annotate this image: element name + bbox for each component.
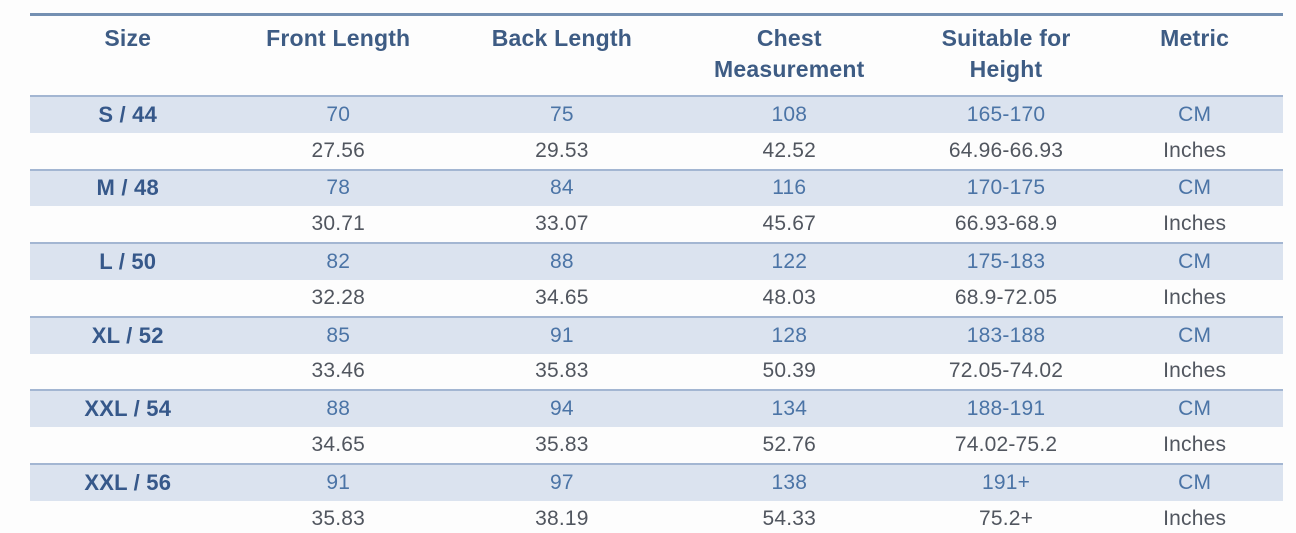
inches-row: 32.28 34.65 48.03 68.9-72.05 Inches: [30, 280, 1283, 317]
value-cell: 191+: [981, 470, 1031, 494]
value-cell: 52.76: [762, 433, 817, 457]
metric-cell: CM: [1178, 250, 1212, 274]
value-cell: 175-183: [966, 250, 1046, 274]
value-cell: 85: [326, 323, 351, 347]
value-cell: 170-175: [966, 176, 1046, 200]
column-header-metric: Metric: [1160, 25, 1230, 51]
metric-cell: Inches: [1163, 138, 1227, 162]
value-cell: 27.56: [311, 138, 365, 162]
metric-cell: Inches: [1163, 285, 1227, 309]
inches-row: 30.71 33.07 45.67 66.93-68.9 Inches: [30, 206, 1283, 243]
cm-row: S / 44 70 75 108 165-170 CM: [30, 96, 1283, 133]
value-cell: 91: [549, 323, 574, 347]
value-cell: 70: [326, 102, 351, 126]
size-cell: [30, 133, 225, 170]
value-cell: 45.67: [762, 212, 817, 236]
size-chart-table: Size Front Length Back Length Chest Meas…: [30, 13, 1283, 533]
value-cell: 35.83: [535, 359, 589, 383]
value-cell: 32.28: [311, 285, 365, 309]
column-header-suitable-height: Suitable for Height: [941, 25, 1071, 83]
size-cell: XXL / 54: [84, 396, 172, 422]
value-cell: 54.33: [762, 506, 817, 530]
size-cell: M / 48: [96, 175, 159, 201]
metric-cell: CM: [1178, 323, 1212, 347]
column-header-back-length: Back Length: [491, 25, 632, 51]
value-cell: 128: [771, 323, 808, 347]
value-cell: 75.2+: [978, 506, 1034, 530]
value-cell: 97: [549, 470, 574, 494]
metric-cell: CM: [1178, 102, 1212, 126]
value-cell: 88: [549, 250, 574, 274]
metric-cell: Inches: [1163, 506, 1227, 530]
value-cell: 108: [771, 102, 808, 126]
value-cell: 68.9-72.05: [954, 285, 1058, 309]
inches-row: 34.65 35.83 52.76 74.02-75.2 Inches: [30, 427, 1283, 464]
cm-row: L / 50 82 88 122 175-183 CM: [30, 243, 1283, 280]
value-cell: 34.65: [311, 433, 365, 457]
metric-cell: Inches: [1163, 359, 1227, 383]
value-cell: 165-170: [966, 102, 1046, 126]
table-body: S / 44 70 75 108 165-170 CM 27.56 29.53 42.52 64.…: [30, 96, 1283, 533]
column-header-front-length: Front Length: [266, 25, 411, 51]
size-cell: [30, 206, 225, 243]
column-header-size: Size: [104, 25, 152, 51]
size-cell: [30, 354, 225, 391]
value-cell: 38.19: [535, 506, 589, 530]
value-cell: 35.83: [535, 433, 589, 457]
metric-cell: CM: [1178, 470, 1212, 494]
value-cell: 66.93-68.9: [954, 212, 1058, 236]
cm-row: XXL / 54 88 94 134 188-191 CM: [30, 390, 1283, 428]
header-row: Size Front Length Back Length Chest Meas…: [30, 15, 1283, 97]
value-cell: 34.65: [535, 285, 589, 309]
table-header: Size Front Length Back Length Chest Meas…: [30, 15, 1283, 97]
size-cell: S / 44: [98, 101, 158, 127]
value-cell: 138: [771, 470, 808, 494]
metric-cell: Inches: [1163, 212, 1227, 236]
cm-row: XXL / 56 91 97 138 191+ CM: [30, 463, 1283, 501]
value-cell: 72.05-74.02: [948, 359, 1064, 383]
value-cell: 134: [771, 397, 808, 421]
cm-row: XL / 52 85 91 128 183-188 CM: [30, 316, 1283, 354]
value-cell: 88: [326, 397, 351, 421]
value-cell: 33.07: [535, 212, 589, 236]
value-cell: 94: [549, 397, 574, 421]
inches-row: 35.83 38.19 54.33 75.2+ Inches: [30, 501, 1283, 533]
size-cell: XL / 52: [91, 322, 164, 348]
size-cell: [30, 280, 225, 317]
inches-row: 33.46 35.83 50.39 72.05-74.02 Inches: [30, 354, 1283, 391]
value-cell: 30.71: [311, 212, 365, 236]
value-cell: 48.03: [762, 285, 817, 309]
size-cell: [30, 427, 225, 464]
value-cell: 183-188: [966, 323, 1046, 347]
value-cell: 75: [549, 102, 574, 126]
metric-cell: Inches: [1163, 433, 1227, 457]
value-cell: 33.46: [311, 359, 365, 383]
value-cell: 84: [549, 176, 574, 200]
value-cell: 50.39: [762, 359, 817, 383]
inches-row: 27.56 29.53 42.52 64.96-66.93 Inches: [30, 133, 1283, 170]
value-cell: 78: [326, 176, 351, 200]
value-cell: 122: [771, 250, 808, 274]
value-cell: 42.52: [762, 138, 817, 162]
metric-cell: CM: [1178, 397, 1212, 421]
metric-cell: CM: [1178, 176, 1212, 200]
size-cell: [30, 501, 225, 533]
value-cell: 64.96-66.93: [948, 138, 1064, 162]
cm-row: M / 48 78 84 116 170-175 CM: [30, 169, 1283, 207]
column-header-chest-measurement: Chest Measurement: [714, 25, 865, 83]
value-cell: 29.53: [535, 138, 589, 162]
value-cell: 35.83: [311, 506, 365, 530]
size-cell: L / 50: [99, 249, 157, 275]
value-cell: 82: [326, 250, 351, 274]
value-cell: 74.02-75.2: [954, 433, 1058, 457]
size-cell: XXL / 56: [84, 469, 172, 495]
value-cell: 116: [772, 176, 807, 200]
value-cell: 91: [326, 470, 351, 494]
value-cell: 188-191: [966, 397, 1046, 421]
